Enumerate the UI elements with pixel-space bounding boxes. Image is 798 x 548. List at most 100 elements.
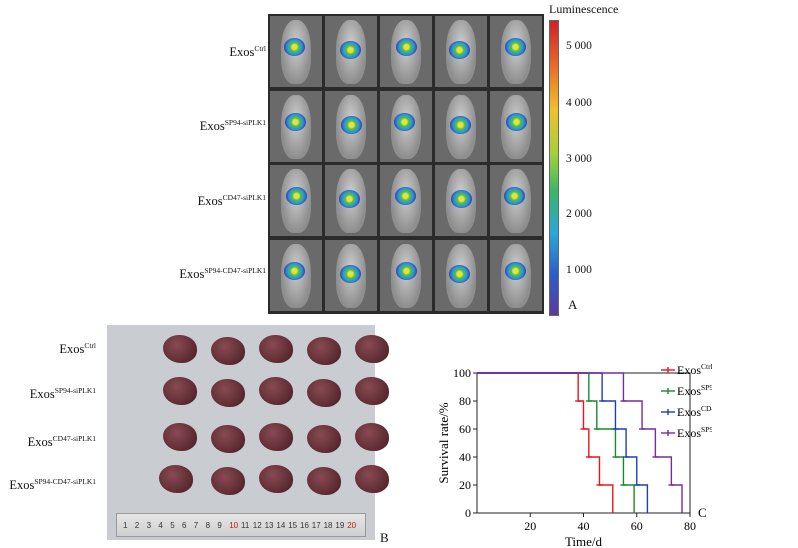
legend-entry-ctrl: ExosCtrl bbox=[677, 362, 712, 377]
y-tick-label: 20 bbox=[459, 478, 471, 492]
x-axis-label: Time/d bbox=[565, 534, 603, 548]
legend-base: Exos bbox=[677, 405, 701, 419]
mouse-image bbox=[490, 165, 542, 236]
x-tick-label: 60 bbox=[631, 519, 643, 533]
ruler-number: 16 bbox=[300, 521, 309, 530]
ruler: 1 2 3 4 5 6 7 8 9 10 11 12 13 14 15 16 17 18 19 20 bbox=[116, 513, 366, 537]
mouse-image bbox=[325, 16, 377, 87]
ruler-number: 8 bbox=[205, 521, 211, 530]
luminescence-signal bbox=[450, 115, 471, 134]
luminescence-signal bbox=[286, 187, 307, 205]
luminescence-signal bbox=[396, 38, 417, 56]
liver-specimen bbox=[211, 425, 245, 453]
luminescence-signal bbox=[285, 112, 306, 131]
y-axis-label: Survival rate/% bbox=[436, 402, 451, 483]
mouse-image bbox=[270, 239, 322, 311]
mouse-image bbox=[380, 239, 432, 311]
ruler-number: 10 bbox=[229, 521, 239, 530]
liver-specimen bbox=[355, 335, 389, 363]
excised-liver-photo: 1 2 3 4 5 6 7 8 9 10 11 12 13 14 15 16 17 18 19 20 bbox=[107, 325, 389, 540]
legend-entry-sp94cd47: ExosSP94-CD47-siPLK1 bbox=[677, 425, 712, 440]
mouse-image bbox=[325, 165, 377, 236]
group-label-sp94-a: ExosSP94-siPLK1 bbox=[200, 118, 266, 134]
luminescence-signal bbox=[339, 190, 360, 208]
group-sup: CD47-siPLK1 bbox=[52, 434, 96, 443]
legend-entry-sp94: ExosSP94-siPLK1 bbox=[677, 383, 712, 398]
liver-specimen bbox=[211, 337, 245, 365]
luminescence-signal bbox=[396, 261, 417, 280]
mouse-image bbox=[435, 165, 487, 236]
colorbar-tick: 4 000 bbox=[566, 97, 592, 109]
group-label-ctrl-b: ExosCtrl bbox=[59, 341, 96, 357]
mouse-image bbox=[490, 16, 542, 87]
y-tick-label: 60 bbox=[459, 422, 471, 436]
luminescence-signal bbox=[505, 38, 526, 56]
group-sup: Ctrl bbox=[84, 341, 96, 350]
mouse-image bbox=[435, 239, 487, 311]
group-label-sp94cd47-b: ExosSP94-CD47-siPLK1 bbox=[9, 477, 96, 493]
group-base: Exos bbox=[179, 267, 205, 282]
ruler-number: 9 bbox=[217, 521, 222, 530]
plot-frame bbox=[476, 372, 691, 514]
ruler-number: 18 bbox=[323, 521, 333, 530]
liver-specimen bbox=[163, 377, 197, 405]
group-sup: Ctrl bbox=[254, 44, 266, 53]
legend-base: Exos bbox=[677, 363, 701, 377]
panel-label-b: B bbox=[380, 530, 389, 545]
mouse-image bbox=[270, 90, 322, 162]
luminescence-signal bbox=[395, 187, 416, 205]
group-sup: SP94-CD47-siPLK1 bbox=[34, 477, 96, 486]
group-label-sp94-b: ExosSP94-siPLK1 bbox=[30, 386, 96, 402]
panel-label-a: A bbox=[568, 297, 578, 312]
x-tick-label: 20 bbox=[524, 519, 536, 533]
bioluminescence-image-grid bbox=[268, 14, 544, 314]
legend-base: Exos bbox=[677, 426, 701, 440]
mouse-image bbox=[270, 165, 322, 236]
ruler-number: 17 bbox=[311, 521, 321, 530]
ruler-number: 12 bbox=[252, 521, 262, 530]
legend-sup: CD47-siPLK1 bbox=[701, 404, 712, 413]
group-base: Exos bbox=[199, 119, 225, 134]
luminescence-signal bbox=[451, 190, 472, 208]
luminescence-signal bbox=[340, 41, 361, 59]
group-base: Exos bbox=[27, 435, 53, 450]
group-label-sp94cd47-a: ExosSP94-CD47-siPLK1 bbox=[179, 266, 266, 282]
series-line-sp94cd47 bbox=[477, 372, 683, 513]
luminescence-signal bbox=[449, 41, 470, 59]
mouse-image bbox=[435, 90, 487, 162]
liver-specimen bbox=[259, 423, 293, 451]
y-tick-label: 40 bbox=[459, 450, 471, 464]
luminescence-signal bbox=[284, 38, 305, 56]
group-label-cd47-a: ExosCD47-siPLK1 bbox=[198, 193, 266, 209]
liver-specimen bbox=[163, 423, 197, 451]
panel-label-c: C bbox=[698, 505, 707, 520]
mouse-image bbox=[380, 90, 432, 162]
group-label-cd47-b: ExosCD47-siPLK1 bbox=[28, 434, 96, 450]
series-line-ctrl bbox=[477, 372, 614, 513]
group-base: Exos bbox=[197, 194, 223, 209]
legend-sup: SP94-CD47-siPLK1 bbox=[701, 425, 712, 434]
colorbar-title: Luminescence bbox=[549, 2, 619, 16]
ruler-number: 11 bbox=[241, 521, 250, 530]
group-base: Exos bbox=[9, 478, 35, 493]
series-line-cd47 bbox=[477, 372, 649, 513]
liver-specimen bbox=[355, 465, 389, 493]
y-tick-label: 100 bbox=[453, 366, 471, 380]
y-tick-label: 80 bbox=[459, 394, 471, 408]
legend-entry-cd47: ExosCD47-siPLK1 bbox=[677, 404, 712, 419]
liver-specimen bbox=[307, 379, 341, 407]
mouse-image bbox=[490, 90, 542, 162]
luminescence-colorbar bbox=[549, 20, 559, 316]
luminescence-signal bbox=[284, 261, 305, 280]
legend-sup: SP94-siPLK1 bbox=[701, 383, 712, 392]
x-tick-label: 80 bbox=[684, 519, 696, 533]
group-sup: SP94-siPLK1 bbox=[224, 118, 266, 127]
liver-specimen bbox=[307, 337, 341, 365]
survival-chart: 0 20 40 60 80 100 20 40 60 80 Time/d Survival rate/… bbox=[436, 362, 712, 548]
mouse-image bbox=[325, 90, 377, 162]
ruler-number: 4 bbox=[158, 521, 163, 530]
liver-specimen bbox=[259, 335, 293, 363]
legend-sup: Ctrl bbox=[701, 362, 712, 371]
colorbar-tick: 1 000 bbox=[566, 264, 592, 276]
ruler-number: 3 bbox=[146, 521, 152, 530]
